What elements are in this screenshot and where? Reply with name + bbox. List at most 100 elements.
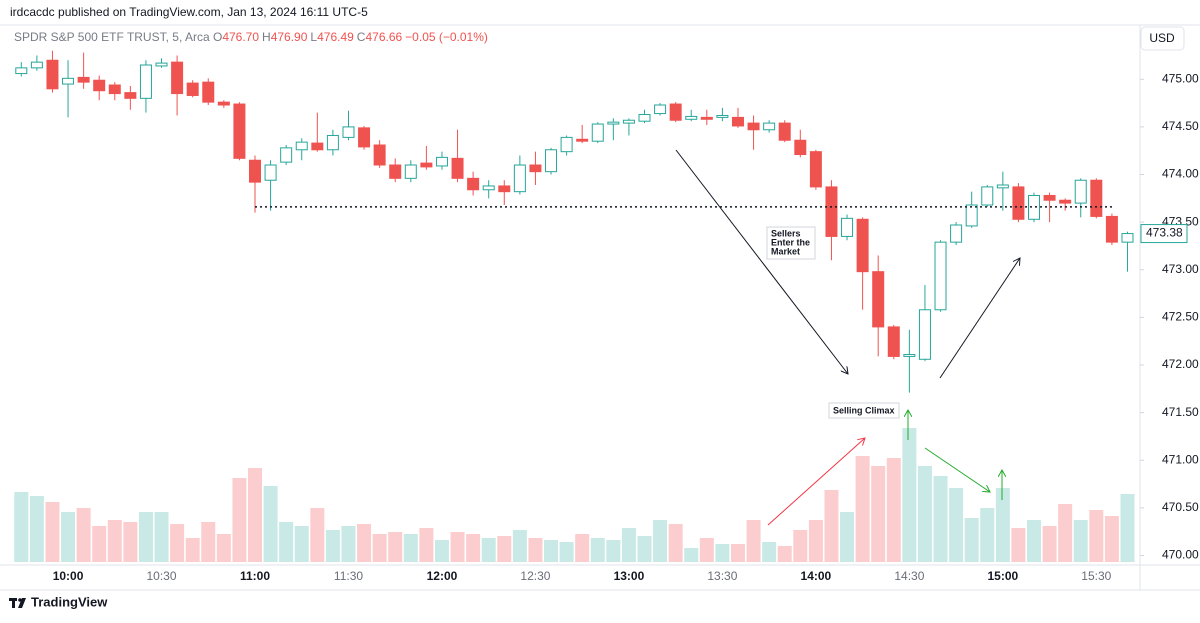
volume-bar — [201, 522, 216, 562]
x-tick-label: 14:30 — [894, 569, 924, 583]
candle-body — [887, 326, 900, 357]
x-tick-label: 13:30 — [707, 569, 737, 583]
candle-body — [77, 76, 90, 83]
volume-bar — [388, 532, 403, 562]
volume-bar — [123, 522, 138, 562]
candle-body — [685, 115, 698, 120]
candle-body — [763, 122, 776, 131]
annotation: Sellers — [771, 228, 801, 238]
candle-body — [638, 114, 651, 122]
candle-body — [482, 185, 495, 191]
candle-body — [918, 309, 931, 360]
candle-layer — [15, 50, 1134, 393]
volume-bar — [528, 538, 543, 562]
legend: SPDR S&P 500 ETF TRUST, 5, Arca O476.70 H… — [14, 30, 491, 44]
volume-bar — [824, 490, 839, 562]
candle-body — [778, 122, 791, 141]
candle-body — [996, 184, 1009, 189]
candle-body — [934, 241, 947, 311]
header: irdcacdc published on TradingView.com, J… — [10, 5, 368, 19]
volume-bar — [29, 496, 44, 562]
candle-body — [965, 204, 978, 227]
ohlc-value: 476.70 — [222, 30, 260, 44]
candle-body — [233, 103, 246, 159]
candle-body — [591, 123, 604, 142]
y-tick-label: 471.50 — [1162, 405, 1199, 419]
volume-bar — [279, 522, 294, 562]
candle-body — [1121, 233, 1134, 243]
ohlc-key: O — [212, 30, 223, 44]
volume-bar — [1089, 510, 1104, 562]
candle-body — [841, 217, 854, 237]
volume-bar — [699, 538, 714, 562]
volume-layer — [14, 428, 1135, 562]
y-tick-label: 474.00 — [1162, 167, 1199, 181]
candle-body — [950, 224, 963, 243]
candle-body — [669, 103, 682, 121]
volume-bar — [1104, 516, 1119, 562]
candle-body — [186, 82, 199, 96]
volume-bar — [995, 488, 1010, 562]
candle-body — [124, 92, 137, 99]
volume-bar — [263, 486, 278, 562]
arrow — [924, 447, 990, 492]
note-box — [828, 402, 900, 419]
volume-bar — [61, 512, 76, 562]
footer-brand: TradingView — [31, 594, 108, 609]
candle-body — [326, 134, 339, 151]
candle-body — [1012, 186, 1025, 220]
candle-body — [825, 186, 838, 237]
volume-bar — [855, 456, 870, 562]
logo-part — [18, 598, 26, 608]
volume-bar — [980, 508, 995, 562]
volume-bar — [232, 478, 247, 562]
candle-body — [217, 101, 230, 106]
candle-body — [560, 136, 573, 153]
volume-bar — [1027, 520, 1041, 562]
candle-body — [46, 59, 59, 90]
change: −0.05 (−0.01%) — [405, 30, 488, 44]
currency-button[interactable] — [1140, 26, 1185, 51]
candle-body — [451, 157, 464, 179]
volume-bar — [341, 526, 356, 562]
volume-bar — [248, 468, 262, 562]
x-tick-label: 12:00 — [427, 569, 458, 583]
volume-bar — [497, 536, 512, 562]
volume-bar — [357, 524, 372, 562]
candle-body — [295, 141, 308, 151]
volume-bar — [45, 502, 60, 562]
last-price-box — [1140, 224, 1188, 244]
volume-bar — [575, 534, 590, 562]
candle-body — [654, 104, 667, 115]
volume-bar — [14, 492, 29, 562]
annotation: Enter the — [771, 237, 810, 247]
y-tick-label: 474.50 — [1162, 119, 1199, 133]
annotation: Market — [771, 246, 800, 256]
candle-body — [981, 186, 994, 206]
volume-bar — [637, 536, 652, 562]
candle-body — [311, 142, 324, 151]
candle-body — [62, 77, 75, 85]
logo-part — [12, 598, 15, 608]
candle-body — [1090, 179, 1103, 217]
arrow — [939, 258, 1020, 379]
volume-bar — [715, 544, 730, 562]
volume-bar — [917, 466, 932, 562]
volume-bar — [138, 512, 153, 562]
candle-body — [513, 164, 526, 193]
volume-bar — [777, 546, 792, 562]
candle-body — [202, 81, 215, 103]
x-tick-label: 11:30 — [334, 569, 363, 583]
volume-bar — [294, 526, 309, 562]
candle-body — [856, 218, 869, 273]
candle-body — [139, 64, 152, 99]
candle-body — [389, 164, 402, 179]
candle-body — [1105, 215, 1118, 243]
price-axis: 470.00 470.50 471.00 471.50 472.00 472.50 473.… — [53, 71, 1199, 583]
ohlc-key: C — [356, 30, 366, 44]
candle-body — [342, 126, 355, 138]
volume-bar — [325, 530, 340, 562]
logo — [9, 598, 26, 608]
